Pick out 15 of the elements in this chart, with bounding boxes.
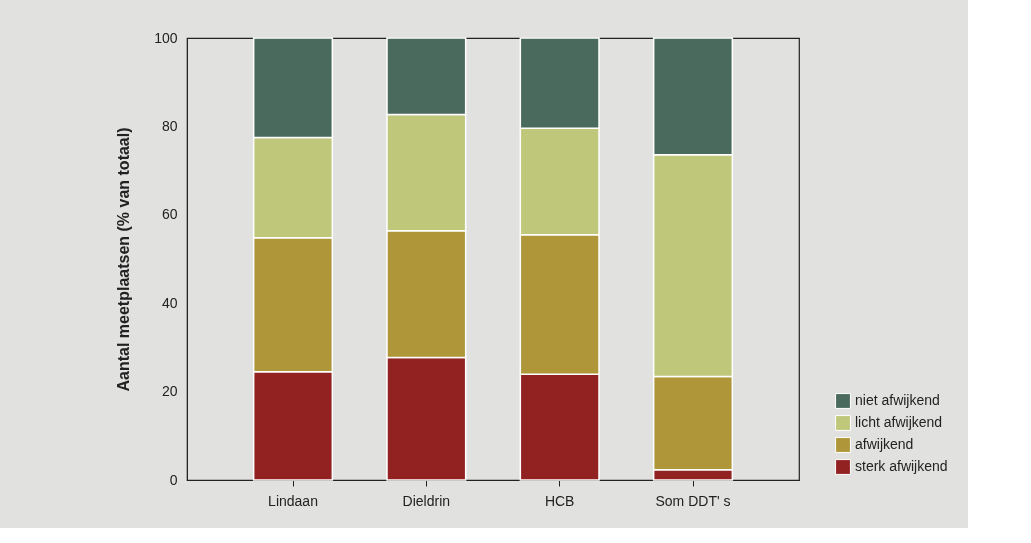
x-tick-label: Som DDT' s: [655, 492, 731, 509]
x-tick-label: Dieldrin: [402, 492, 451, 509]
legend-label: afwijkend: [855, 436, 914, 452]
y-tick-label: 0: [169, 471, 178, 488]
y-axis-title: Aantal meetplaatsen (% van totaal): [115, 127, 133, 392]
y-tick-label: 100: [154, 29, 178, 46]
legend-label: sterk afwijkend: [855, 458, 948, 474]
legend-label: licht afwijkend: [855, 414, 943, 430]
x-tick-label: Lindaan: [268, 492, 318, 509]
y-tick-label: 40: [161, 294, 178, 311]
y-tick-label: 80: [161, 117, 178, 134]
x-tick-label: HCB: [544, 492, 575, 509]
y-tick-label: 60: [161, 206, 178, 223]
y-tick-label: 20: [161, 383, 178, 400]
legend-label: niet afwijkend: [855, 392, 940, 408]
